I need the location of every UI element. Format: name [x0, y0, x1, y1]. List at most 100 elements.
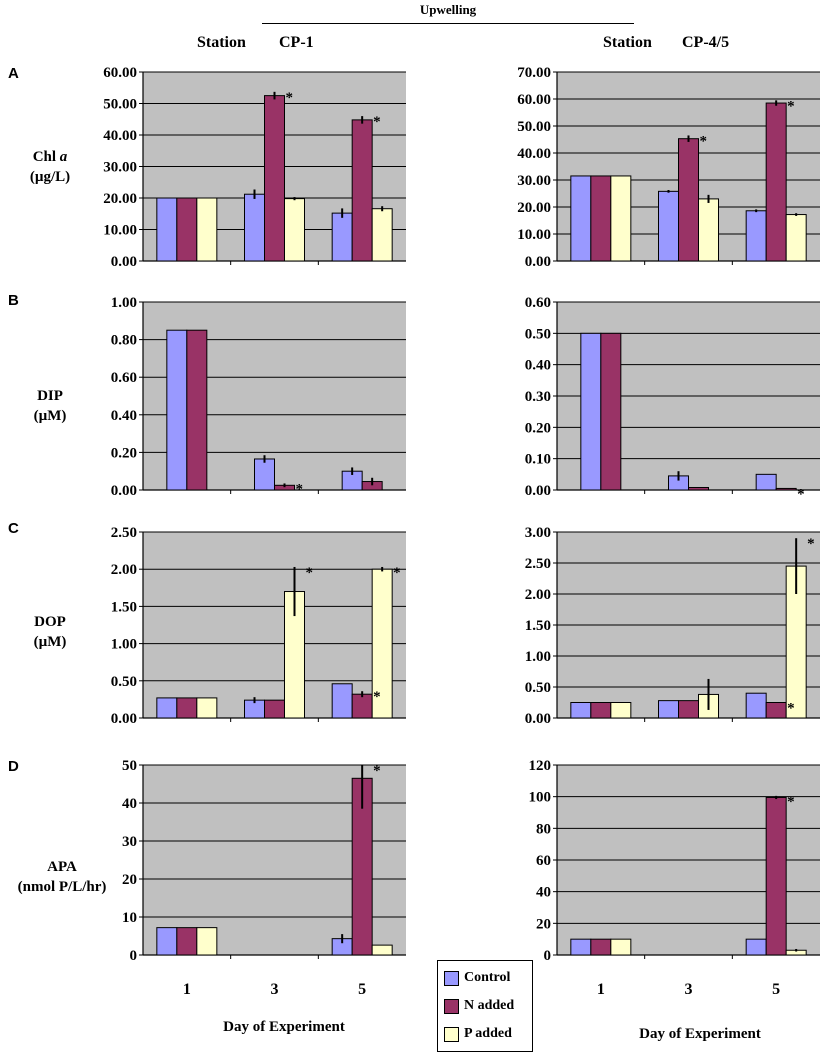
y-tick-label: 40 — [122, 796, 137, 812]
legend-swatch-n-added — [444, 998, 459, 1014]
y-tick-label: 10.00 — [517, 227, 551, 243]
chart-b-cp1: 0.00 0.20 0.40 0.60 0.80 1.00 * — [111, 295, 406, 499]
bar-n-added — [264, 95, 285, 262]
y-tick-label: 60.00 — [103, 65, 137, 81]
x-tick-label: 1 — [597, 981, 605, 998]
bar-n-added — [351, 119, 373, 262]
bar-control — [658, 700, 679, 719]
significance-asterisk: * — [700, 133, 708, 149]
ylabel-dop: DOP (µM) — [34, 612, 67, 652]
upwelling-title: Upwelling — [419, 2, 477, 17]
y-tick-label: 0.50 — [525, 680, 551, 696]
y-tick-label: 10.00 — [103, 223, 137, 239]
chart-c-cp45: 0.00 0.50 1.00 1.50 2.00 2.50 3.00 * * — [525, 525, 820, 727]
significance-asterisk: * — [373, 689, 381, 705]
y-tick-label: 70.00 — [517, 65, 551, 81]
ylabel-chl-italic: a — [59, 149, 68, 165]
ylabel-apa-unit: (nmol P/L/hr) — [17, 879, 107, 895]
y-tick-label: 40 — [536, 885, 551, 901]
plot-area — [143, 532, 406, 718]
y-tick-label: 50 — [122, 758, 137, 774]
ylabel-chl: Chl a (µg/L) — [30, 147, 70, 187]
legend-label-control: Control — [464, 970, 511, 985]
y-tick-label: 50.00 — [517, 119, 551, 135]
bar-p-added — [284, 198, 305, 262]
y-tick-label: 0.40 — [111, 408, 137, 424]
ylabel-chl-unit: (µg/L) — [29, 169, 71, 185]
y-tick-label: 20 — [122, 872, 137, 888]
bar-control — [658, 190, 679, 262]
legend-label-p-added: P added — [464, 1026, 512, 1041]
y-tick-label: 0.20 — [111, 445, 137, 461]
y-tick-label: 3.00 — [525, 525, 551, 541]
bar-control — [331, 212, 353, 262]
x-tick-label: 3 — [271, 981, 279, 998]
y-tick-label: 0.00 — [525, 711, 551, 727]
xlabel-left: Day of Experiment — [223, 1019, 345, 1035]
legend-swatch-p-added — [444, 1026, 459, 1042]
y-tick-label: 60 — [536, 853, 551, 869]
bar-control — [745, 210, 767, 262]
ylabel-apa: APA (nmol P/L/hr) — [18, 857, 107, 897]
significance-asterisk: * — [787, 794, 795, 810]
chart-d-cp45: 0 20 40 60 80 100 120 * 1 3 5 — [529, 758, 820, 998]
significance-asterisk: * — [797, 486, 805, 502]
bar-control — [156, 927, 178, 956]
y-tick-label: 50.00 — [103, 97, 137, 113]
y-tick-label: 0.50 — [111, 674, 137, 690]
panel-letter-b: B — [8, 292, 19, 309]
legend-swatch-control — [444, 970, 459, 986]
y-tick-label: 2.00 — [525, 587, 551, 603]
bar-p-added — [371, 944, 393, 956]
ylabel-dop-unit: (µM) — [33, 634, 67, 650]
bar-n-added — [678, 138, 699, 262]
y-tick-label: 1.00 — [111, 295, 137, 311]
legend-item-n-added: N added — [444, 995, 514, 1017]
bar-p-added — [785, 214, 807, 262]
y-tick-label: 0 — [544, 948, 552, 964]
x-tick-label: 1 — [183, 981, 191, 998]
y-tick-label: 0.00 — [525, 254, 551, 270]
y-tick-label: 0.60 — [111, 370, 137, 386]
y-tick-label: 0.00 — [111, 483, 137, 499]
significance-asterisk: * — [787, 701, 795, 717]
bar-n-added — [590, 702, 612, 719]
y-tick-label: 0.60 — [525, 295, 551, 311]
legend: Control N added P added — [437, 960, 533, 1052]
significance-asterisk: * — [787, 98, 795, 114]
bar-control — [156, 197, 178, 262]
significance-asterisk: * — [373, 763, 381, 779]
panel-letter-d: D — [8, 758, 19, 775]
left-station-word: Station — [197, 34, 246, 51]
bar-n-added — [775, 487, 797, 491]
y-tick-label: 1.50 — [111, 599, 137, 615]
bar-p-added — [610, 702, 632, 719]
y-tick-label: 0 — [130, 948, 138, 964]
bar-control — [331, 683, 353, 719]
legend-item-control: Control — [444, 967, 510, 989]
bar-p-added — [610, 175, 632, 262]
bar-n-added — [590, 175, 612, 262]
y-tick-label: 1.00 — [111, 637, 137, 653]
ylabel-dip-main: DIP — [37, 388, 63, 404]
y-tick-label: 20 — [536, 916, 551, 932]
y-tick-label: 0.00 — [525, 483, 551, 499]
bar-control — [570, 175, 592, 262]
y-tick-label: 100 — [529, 790, 552, 806]
y-tick-label: 30.00 — [103, 160, 137, 176]
bar-n-added — [176, 697, 198, 719]
bar-n-added — [186, 329, 208, 491]
significance-asterisk: * — [373, 114, 381, 130]
y-tick-label: 1.50 — [525, 618, 551, 634]
chart-a-cp45: 0.00 10.00 20.00 30.00 40.00 50.00 60.00 70.00 *… — [517, 65, 820, 270]
bar-p-added — [196, 697, 218, 719]
bar-control — [156, 697, 178, 719]
significance-asterisk: * — [393, 565, 401, 581]
chart-b-cp45: 0.00 0.10 0.20 0.30 0.40 0.50 0.60 * — [525, 295, 820, 502]
y-tick-label: 2.50 — [525, 556, 551, 572]
y-tick-label: 0.40 — [525, 358, 551, 374]
y-tick-label: 120 — [529, 758, 552, 774]
significance-asterisk: * — [296, 481, 304, 497]
ylabel-apa-main: APA — [47, 859, 77, 875]
